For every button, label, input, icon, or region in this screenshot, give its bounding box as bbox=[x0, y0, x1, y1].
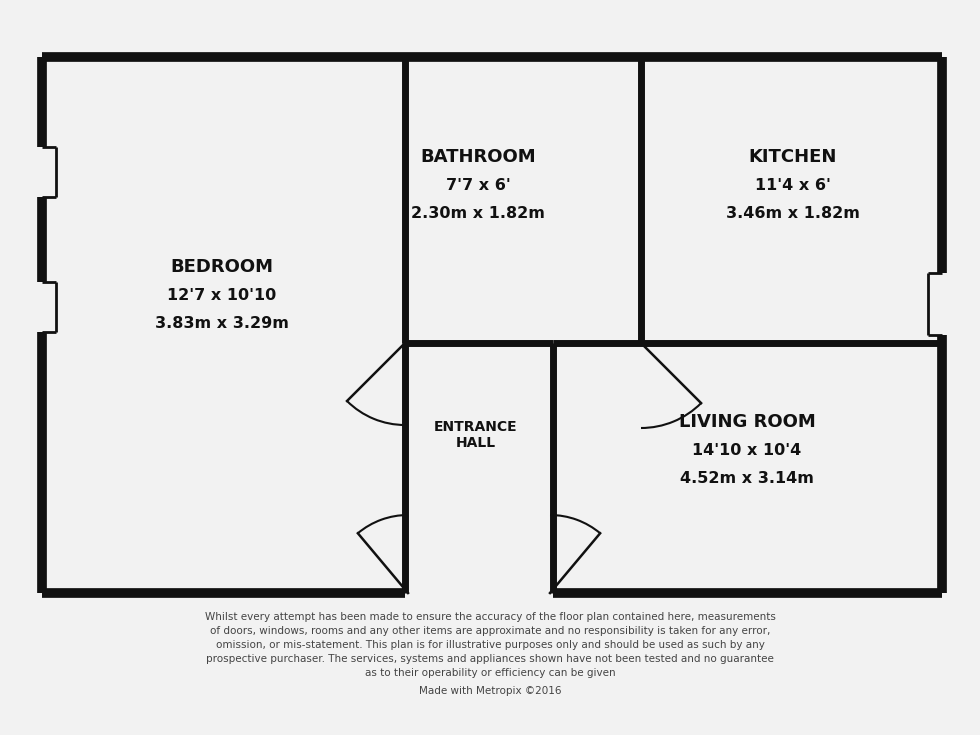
Text: 2.30m x 1.82m: 2.30m x 1.82m bbox=[411, 206, 545, 220]
Text: 7'7 x 6': 7'7 x 6' bbox=[446, 177, 511, 193]
Text: BEDROOM: BEDROOM bbox=[171, 258, 273, 276]
Text: Made with Metropix ©2016: Made with Metropix ©2016 bbox=[418, 686, 562, 696]
Text: 3.46m x 1.82m: 3.46m x 1.82m bbox=[726, 206, 859, 220]
Text: 11'4 x 6': 11'4 x 6' bbox=[755, 177, 831, 193]
Text: BATHROOM: BATHROOM bbox=[420, 148, 536, 166]
Text: LIVING ROOM: LIVING ROOM bbox=[678, 413, 815, 431]
Text: 3.83m x 3.29m: 3.83m x 3.29m bbox=[155, 315, 289, 331]
Text: of doors, windows, rooms and any other items are approximate and no responsibili: of doors, windows, rooms and any other i… bbox=[210, 626, 770, 636]
Text: omission, or mis-statement. This plan is for illustrative purposes only and shou: omission, or mis-statement. This plan is… bbox=[216, 640, 764, 650]
Text: KITCHEN: KITCHEN bbox=[749, 148, 837, 166]
Text: 12'7 x 10'10: 12'7 x 10'10 bbox=[168, 287, 276, 303]
Text: Whilst every attempt has been made to ensure the accuracy of the floor plan cont: Whilst every attempt has been made to en… bbox=[205, 612, 775, 622]
Text: ENTRANCE
HALL: ENTRANCE HALL bbox=[434, 420, 517, 450]
Text: as to their operability or efficiency can be given: as to their operability or efficiency ca… bbox=[365, 668, 615, 678]
Text: prospective purchaser. The services, systems and appliances shown have not been : prospective purchaser. The services, sys… bbox=[206, 654, 774, 664]
Text: 4.52m x 3.14m: 4.52m x 3.14m bbox=[680, 470, 814, 486]
Text: 14'10 x 10'4: 14'10 x 10'4 bbox=[693, 442, 802, 457]
